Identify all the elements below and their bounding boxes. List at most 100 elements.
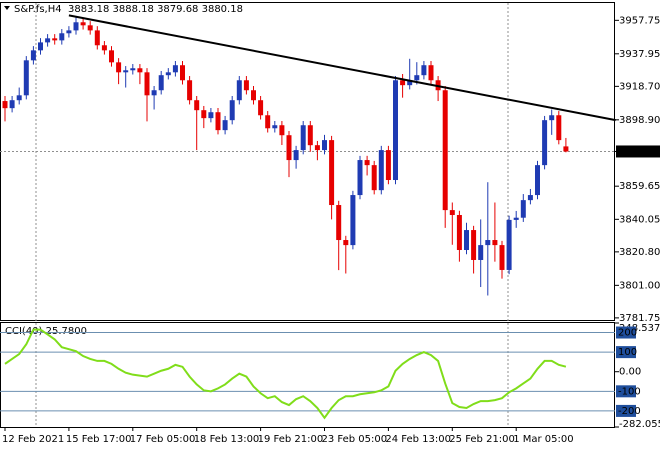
candle-body	[350, 195, 356, 246]
trendline	[68, 14, 616, 122]
candle-body	[123, 70, 129, 73]
candle-body	[130, 68, 136, 71]
candle-body	[2, 101, 8, 109]
x-tick-label: 17 Feb 05:00	[130, 434, 196, 445]
y-tick-label: -282.0558	[619, 419, 660, 430]
ohlc-header: 3883.18 3888.18 3879.68 3880.18	[68, 4, 243, 15]
candle-body	[407, 80, 413, 86]
candle-body	[393, 80, 398, 181]
candle-body	[38, 42, 43, 51]
candle-body	[336, 205, 342, 241]
candle-body	[357, 160, 363, 196]
candle-body	[499, 245, 505, 270]
candle-body	[329, 140, 335, 206]
candle-body	[449, 210, 455, 216]
candle-body	[272, 125, 278, 129]
candle-body	[258, 100, 264, 116]
current-price-label: 3880.18	[619, 146, 660, 157]
candle-body	[322, 140, 327, 151]
candle-body	[151, 90, 157, 96]
y-tick-label: -200	[618, 406, 641, 417]
cci-title: CCI(40) 25.7800	[5, 326, 87, 337]
y-tick-label: 3918.70	[619, 81, 660, 92]
candle-body	[116, 62, 122, 73]
x-tick-label: 25 Feb 21:00	[449, 434, 515, 445]
candle-body	[300, 125, 306, 151]
candle-body	[243, 80, 249, 91]
candle-body	[87, 25, 93, 31]
level-box	[616, 385, 636, 398]
candle-body	[187, 80, 193, 101]
candle-body	[506, 219, 512, 270]
candle-body	[542, 120, 548, 166]
candle-body	[535, 165, 540, 196]
candle-body	[414, 75, 420, 81]
candle-body	[236, 80, 242, 101]
candle-body	[165, 72, 171, 76]
x-tick-label: 23 Feb 05:00	[322, 434, 388, 445]
y-tick-label: 3840.05	[619, 214, 660, 225]
candle-body	[45, 38, 51, 43]
y-tick-label: 3781.75	[619, 313, 660, 324]
candle-body	[549, 115, 555, 121]
current-price-box	[616, 145, 660, 158]
x-tick-label: 24 Feb 13:00	[385, 434, 451, 445]
cci-line	[4, 328, 567, 420]
candle-body	[464, 230, 469, 251]
candle-body	[30, 50, 36, 61]
candle-body	[485, 240, 491, 246]
x-tick-label: 15 Feb 17:00	[66, 434, 132, 445]
candle-body	[421, 65, 427, 76]
candle-body	[9, 100, 15, 109]
chart-title: S&P.fs,H4	[14, 4, 62, 15]
x-tick-label: 1 Mar 05:00	[513, 434, 573, 445]
y-tick-label: 3898.90	[619, 115, 660, 126]
cci-frame	[0, 322, 615, 428]
candle-body	[94, 30, 100, 46]
y-tick-label: 3859.65	[619, 181, 660, 192]
candle-body	[16, 95, 22, 101]
candle-body	[513, 217, 519, 220]
candle-body	[527, 195, 533, 201]
candle-body	[471, 230, 477, 260]
candle-body	[265, 115, 271, 129]
candle-body	[73, 22, 79, 31]
y-tick-label: 100	[618, 347, 637, 358]
candle-body	[201, 110, 207, 119]
candle-body	[109, 50, 114, 63]
level-box	[616, 346, 636, 359]
candle-body	[364, 160, 370, 166]
candle-body	[80, 22, 86, 26]
candle-body	[492, 240, 498, 246]
candle-body	[428, 65, 434, 81]
candle-body	[101, 45, 107, 51]
y-tick-label: 3820.80	[619, 247, 660, 258]
candle-body	[215, 112, 221, 131]
x-tick-label: 19 Feb 21:00	[258, 434, 324, 445]
y-tick-label: 200	[618, 328, 637, 339]
candle-body	[251, 90, 256, 101]
candle-body	[158, 75, 164, 91]
candle-body	[456, 215, 462, 251]
candle-body	[144, 72, 150, 96]
candle-body	[478, 245, 484, 260]
candle-body	[222, 120, 228, 131]
menu-arrow	[4, 6, 10, 10]
candle-body	[59, 33, 65, 41]
y-tick-label: 3957.75	[619, 15, 660, 26]
candle-body	[286, 135, 292, 161]
candle-body	[208, 112, 214, 119]
candle-body	[371, 165, 377, 191]
candle-body	[293, 150, 299, 161]
candle-body	[343, 240, 349, 246]
candle-body	[556, 115, 562, 141]
x-tick-label: 12 Feb 2021	[2, 434, 64, 445]
candle-body	[378, 150, 384, 191]
candle-body	[442, 90, 448, 211]
candle-body	[52, 38, 58, 41]
y-tick-label: -100	[618, 386, 641, 397]
candle-body	[400, 80, 406, 86]
